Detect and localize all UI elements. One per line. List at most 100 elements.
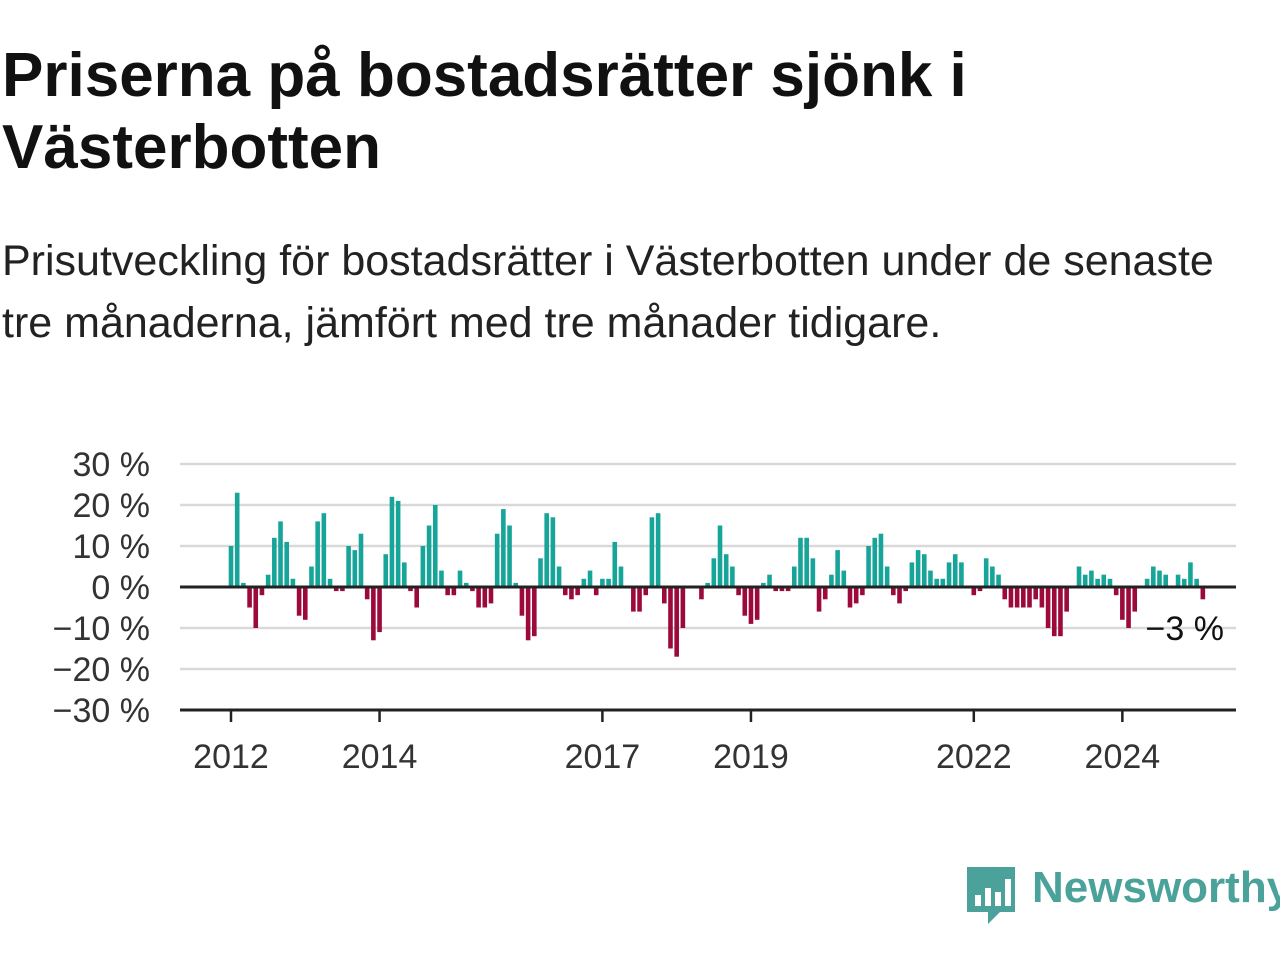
bar — [1151, 566, 1156, 587]
bar — [1113, 587, 1119, 596]
bar — [940, 578, 946, 587]
bar — [835, 550, 840, 587]
bar — [593, 587, 599, 596]
bar — [891, 587, 896, 596]
bar — [340, 587, 345, 592]
bar — [637, 587, 642, 612]
bar — [346, 546, 351, 587]
bar — [990, 566, 995, 587]
last-value-label: −3 % — [1146, 610, 1224, 648]
bar — [241, 582, 246, 587]
bar — [451, 587, 457, 596]
bar — [872, 537, 878, 587]
bar — [408, 587, 413, 592]
bar — [798, 537, 803, 587]
bar — [742, 587, 748, 616]
bar — [711, 558, 717, 587]
bar — [513, 582, 519, 587]
bar — [1107, 578, 1113, 587]
bar — [525, 587, 531, 641]
bars — [228, 492, 1206, 657]
bar — [600, 578, 605, 587]
bar — [519, 587, 525, 616]
bar — [909, 562, 915, 587]
bar — [581, 578, 587, 587]
bar — [748, 587, 754, 624]
bar — [1175, 574, 1181, 587]
bar — [302, 587, 308, 620]
y-tick-label: 0 % — [91, 569, 150, 607]
bar — [587, 570, 593, 587]
bar — [1120, 587, 1125, 620]
bar — [1101, 574, 1107, 587]
bar — [1082, 574, 1088, 587]
bar — [1014, 587, 1020, 608]
bar — [1027, 587, 1032, 608]
bar — [321, 513, 327, 587]
bar — [866, 546, 871, 587]
bar — [544, 513, 549, 587]
bar — [550, 517, 556, 587]
bar — [816, 587, 822, 612]
bar — [259, 587, 265, 596]
bar — [395, 500, 401, 587]
bar — [439, 570, 444, 587]
bar — [767, 574, 772, 587]
bar — [402, 562, 407, 587]
bar — [463, 582, 469, 587]
bar — [649, 517, 655, 587]
x-tick-label: 2017 — [565, 738, 641, 776]
bar — [946, 562, 952, 587]
bar — [389, 496, 395, 587]
axes — [180, 585, 1236, 722]
bar — [804, 537, 809, 587]
bar — [618, 566, 624, 587]
bar — [884, 566, 890, 587]
bar — [358, 533, 364, 587]
bar — [655, 513, 661, 587]
bar — [1095, 578, 1100, 587]
bar — [903, 587, 909, 592]
newsworthy-chart-bubble-icon — [967, 867, 1015, 924]
bar — [488, 587, 494, 604]
bar — [371, 587, 376, 641]
bar — [1089, 570, 1094, 587]
bar — [445, 587, 450, 596]
bar — [272, 537, 277, 587]
bar — [309, 566, 314, 587]
bar — [699, 587, 704, 600]
y-tick-label: −30 % — [53, 692, 150, 730]
x-tick-label: 2019 — [713, 738, 789, 776]
bar — [228, 546, 234, 587]
bar — [934, 578, 939, 587]
bar — [952, 554, 958, 587]
y-tick-label: 20 % — [73, 487, 151, 525]
bar — [723, 554, 729, 587]
bar — [1144, 578, 1150, 587]
bar — [785, 587, 791, 592]
bar — [562, 587, 568, 596]
x-tick-label: 2014 — [342, 738, 418, 776]
bar — [730, 566, 735, 587]
bar — [432, 505, 438, 587]
bar — [278, 521, 283, 587]
bar — [921, 554, 927, 587]
bar — [383, 554, 389, 587]
bar — [507, 525, 512, 587]
bar — [1021, 587, 1026, 608]
y-tick-label: −20 % — [53, 651, 150, 689]
bar — [736, 587, 741, 596]
bar — [853, 587, 859, 604]
bar — [333, 587, 339, 592]
bar — [1132, 587, 1138, 612]
bar — [847, 587, 853, 608]
bar — [1200, 587, 1206, 600]
bar — [643, 587, 649, 596]
bar — [977, 587, 983, 592]
bar — [1051, 587, 1057, 637]
x-tick-label: 2022 — [936, 738, 1012, 776]
y-tick-label: 10 % — [73, 528, 151, 566]
bar — [674, 587, 679, 657]
bar — [791, 566, 797, 587]
bar — [1181, 578, 1187, 587]
